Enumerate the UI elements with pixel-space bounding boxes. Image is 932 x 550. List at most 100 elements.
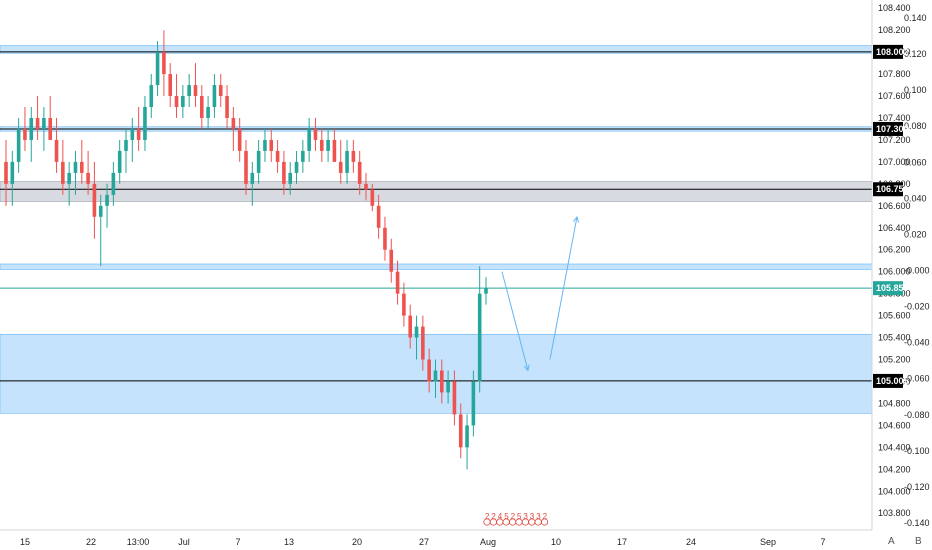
candle-body xyxy=(155,52,160,86)
candle-body xyxy=(29,117,34,140)
price-tick-label: 104.400 xyxy=(878,442,911,452)
secondary-tick-label: 0.120 xyxy=(904,49,927,59)
event-marker-count: 5 xyxy=(504,512,509,521)
secondary-tick-label: 0.020 xyxy=(904,229,927,239)
candle-body xyxy=(67,172,71,184)
level-tag xyxy=(873,44,903,59)
event-marker-icon xyxy=(540,518,549,526)
price-axis[interactable]: 103.800 104.000 104.200 104.400 104.600 104.8… xyxy=(871,0,932,530)
projection-arrow xyxy=(501,271,529,371)
candle-body xyxy=(35,117,40,129)
time-tick-label: 10 xyxy=(551,537,561,547)
arrow-head xyxy=(573,216,578,222)
secondary-tick-label: 0.080 xyxy=(904,121,927,131)
candle-body xyxy=(98,205,103,217)
price-tick-label: 107.000 xyxy=(878,157,911,167)
candle-body xyxy=(16,128,21,162)
level-tag-label: 106.751 xyxy=(876,184,909,194)
candle-body xyxy=(288,172,293,184)
price-tick-label: 105.600 xyxy=(878,311,911,321)
candle-body xyxy=(206,107,210,118)
auto-scale-button[interactable]: A xyxy=(888,536,895,547)
candle-body xyxy=(326,139,330,151)
candle-body xyxy=(237,128,242,151)
level-tag-label: 105.850 xyxy=(876,283,909,293)
candle-body xyxy=(414,326,419,338)
secondary-tick-label: -0.120 xyxy=(904,482,930,492)
candle-body xyxy=(149,85,154,108)
price-tick-label: 104.200 xyxy=(878,464,911,474)
candle-body xyxy=(54,139,59,162)
price-tick-label: 104.800 xyxy=(878,398,911,408)
time-tick-label: Jul xyxy=(178,537,190,547)
time-tick-label: Aug xyxy=(480,537,496,547)
level-tag xyxy=(873,121,903,136)
candle-body xyxy=(351,150,356,162)
candle-body xyxy=(117,150,122,173)
candle-body xyxy=(61,161,65,184)
secondary-tick-label: 0.060 xyxy=(904,157,927,167)
candle-body xyxy=(136,128,141,140)
candle-body xyxy=(402,293,406,316)
price-tick-label: 106.600 xyxy=(878,201,911,211)
price-tick-label: 106.000 xyxy=(878,267,911,277)
candle-body xyxy=(370,189,375,206)
time-tick-label: 13:00 xyxy=(127,537,150,547)
price-zone xyxy=(0,181,873,202)
arrow-head xyxy=(527,364,530,371)
axis-mode-buttons[interactable]: A B xyxy=(888,536,922,547)
candle-body xyxy=(199,96,204,118)
level-tag-label: 107.300 xyxy=(876,124,909,134)
candle-body xyxy=(477,293,482,382)
candle-body xyxy=(79,161,84,173)
candle-body xyxy=(48,117,53,140)
log-scale-button[interactable]: B xyxy=(915,536,922,547)
price-tick-label: 107.600 xyxy=(878,91,911,101)
candle-body xyxy=(111,172,116,195)
candle-body xyxy=(357,161,362,184)
candle-body xyxy=(256,150,261,173)
candle-body xyxy=(86,172,90,184)
candle-body xyxy=(421,326,425,360)
candle-body xyxy=(439,370,444,393)
time-tick-label: 24 xyxy=(686,537,696,547)
secondary-tick-label: -0.020 xyxy=(904,302,930,312)
event-marker-count: 2 xyxy=(485,512,490,521)
candle-body xyxy=(92,183,97,217)
secondary-tick-label: -0.140 xyxy=(904,518,930,528)
candle-body xyxy=(23,128,27,140)
event-marker-count: 5 xyxy=(517,512,522,521)
price-zones xyxy=(0,45,873,414)
candle-body xyxy=(174,96,179,108)
candle-body xyxy=(225,96,229,118)
candlestick-series xyxy=(4,30,488,470)
price-tick-label: 107.400 xyxy=(878,113,911,123)
candle-body xyxy=(376,205,381,228)
level-tag xyxy=(873,182,903,197)
price-tick-label: 108.400 xyxy=(878,3,911,13)
time-tick-label: 22 xyxy=(86,537,96,547)
event-marker-count: 3 xyxy=(536,512,541,521)
price-tick-label: 108.200 xyxy=(878,25,911,35)
projection-arrow xyxy=(549,216,578,360)
candle-body xyxy=(4,161,8,184)
arrow-head xyxy=(523,365,529,371)
projection-arrows xyxy=(501,216,580,371)
candle-body xyxy=(10,161,15,184)
candle-body xyxy=(307,128,311,151)
price-zone xyxy=(0,263,873,270)
candle-body xyxy=(105,194,109,206)
time-axis[interactable]: 15 22 13:00 Jul 7 13 20 27 Aug 10 17 24 Sep 7 xyxy=(0,529,872,547)
time-tick-label: 13 xyxy=(284,537,294,547)
candle-body xyxy=(130,128,135,140)
candle-body xyxy=(212,85,217,108)
candle-body xyxy=(250,172,255,184)
secondary-tick-label: 0.100 xyxy=(904,85,927,95)
candle-body xyxy=(389,249,394,272)
candle-body xyxy=(452,381,457,415)
price-tick-label: 104.600 xyxy=(878,420,911,430)
candle-body xyxy=(231,117,236,129)
